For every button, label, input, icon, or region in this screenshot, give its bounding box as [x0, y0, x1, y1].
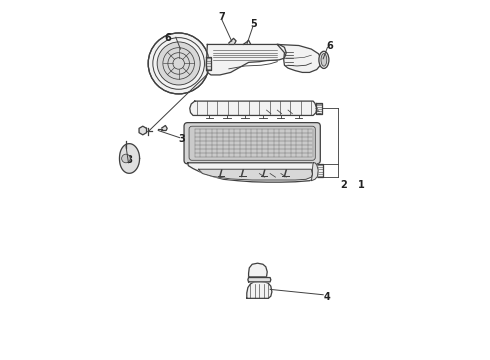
Text: 5: 5 [250, 19, 257, 29]
Circle shape [148, 33, 209, 94]
Polygon shape [248, 263, 267, 277]
Polygon shape [311, 163, 318, 181]
Polygon shape [247, 281, 272, 298]
Text: 6: 6 [326, 41, 333, 50]
Polygon shape [139, 126, 147, 135]
Polygon shape [277, 44, 321, 72]
Polygon shape [316, 103, 322, 114]
Text: 1: 1 [358, 180, 365, 190]
Ellipse shape [321, 54, 327, 66]
Text: 2: 2 [340, 180, 347, 190]
Text: 3: 3 [179, 134, 186, 144]
Polygon shape [206, 44, 286, 75]
Text: 4: 4 [324, 292, 331, 302]
Circle shape [157, 42, 200, 85]
Polygon shape [205, 57, 211, 69]
Text: 7: 7 [219, 12, 225, 22]
Polygon shape [162, 126, 167, 131]
Circle shape [122, 154, 130, 163]
Polygon shape [188, 163, 318, 182]
Polygon shape [248, 278, 271, 282]
Text: 6: 6 [165, 33, 172, 43]
Polygon shape [229, 39, 236, 44]
Polygon shape [317, 164, 323, 177]
Polygon shape [198, 169, 313, 180]
Polygon shape [120, 144, 140, 173]
Polygon shape [190, 101, 317, 116]
Ellipse shape [319, 51, 329, 68]
FancyBboxPatch shape [189, 126, 315, 160]
FancyBboxPatch shape [184, 123, 320, 164]
Text: 8: 8 [125, 155, 132, 165]
